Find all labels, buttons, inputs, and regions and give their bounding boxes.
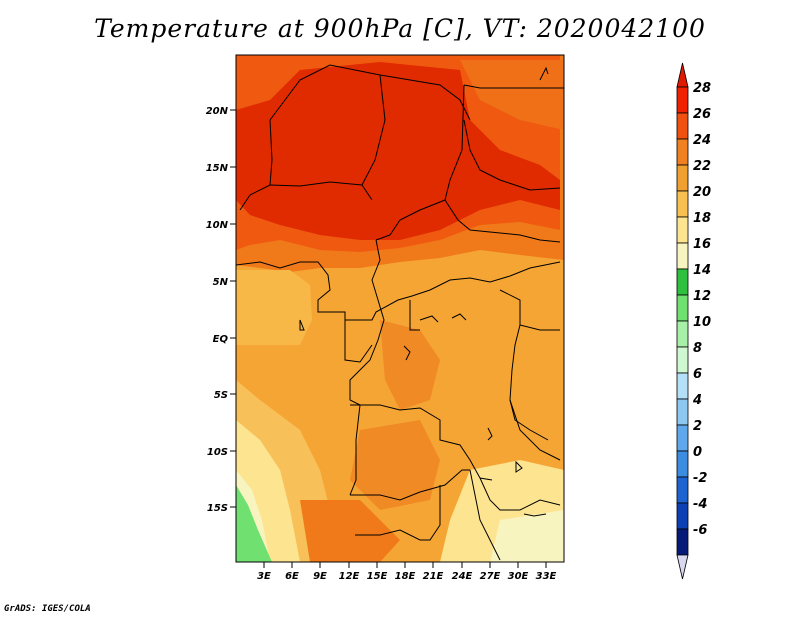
lat-label: 15S xyxy=(207,503,228,514)
colorbar-swatch xyxy=(676,528,689,556)
colorbar-label: 24 xyxy=(693,133,711,148)
lat-label: 5S xyxy=(214,390,228,401)
colorbar-label: 26 xyxy=(693,107,711,122)
lat-label: EQ xyxy=(213,334,229,345)
lat-label: 20N xyxy=(206,106,229,117)
lon-label: 18E xyxy=(395,571,416,582)
lat-label: 15N xyxy=(206,163,229,174)
lon-label: 12E xyxy=(339,571,360,582)
colorbar-label: 0 xyxy=(693,445,702,460)
lon-label: 27E xyxy=(480,571,501,582)
lat-label: 5N xyxy=(213,277,229,288)
colorbar-top-arrow xyxy=(676,62,689,88)
colorbar-swatch xyxy=(676,502,689,530)
lat-axis: 20N 15N 10N 5N EQ 5S 10S 15S xyxy=(206,106,236,514)
map-frame xyxy=(235,54,565,563)
colorbar-swatch xyxy=(676,294,689,322)
colorbar-bottom-arrow xyxy=(676,554,689,580)
temperature-field xyxy=(236,55,564,562)
colorbar-label: 12 xyxy=(693,289,711,304)
colorbar-label: 14 xyxy=(693,263,711,278)
colorbar-swatch xyxy=(676,450,689,478)
colorbar-swatch xyxy=(676,112,689,140)
colorbar-label: 20 xyxy=(693,185,711,200)
colorbar-label: -4 xyxy=(693,497,707,512)
lon-label: 6E xyxy=(285,571,299,582)
colorbar-label: 18 xyxy=(693,211,711,226)
colorbar-label: 2 xyxy=(693,419,702,434)
colorbar-swatch xyxy=(676,398,689,426)
lon-label: 9E xyxy=(313,571,327,582)
colorbar-swatch xyxy=(676,372,689,400)
lon-label: 3E xyxy=(257,571,271,582)
lon-label: 21E xyxy=(423,571,444,582)
lon-label: 24E xyxy=(452,571,473,582)
colorbar-swatch xyxy=(676,476,689,504)
colorbar-label: 28 xyxy=(693,81,711,96)
colorbar-label: 8 xyxy=(693,341,702,356)
colorbar-label: 10 xyxy=(693,315,711,330)
colorbar-swatch xyxy=(676,216,689,244)
colorbar-swatch xyxy=(676,346,689,374)
colorbar-swatch xyxy=(676,242,689,270)
colorbar-swatch xyxy=(676,190,689,218)
lat-label: 10N xyxy=(206,220,229,231)
colorbar-label: 22 xyxy=(693,159,711,174)
colorbar-label: -2 xyxy=(693,471,707,486)
lat-label: 10S xyxy=(207,447,228,458)
colorbar-swatch xyxy=(676,320,689,348)
country-borders xyxy=(236,64,564,561)
chart-title: Temperature at 900hPa [C], VT: 202004210… xyxy=(94,14,706,43)
lon-label: 30E xyxy=(508,571,529,582)
colorbar-swatch xyxy=(676,164,689,192)
colorbar-label: -6 xyxy=(693,523,707,538)
grads-credit: GrADS: IGES/COLA xyxy=(4,604,91,614)
colorbar-swatch xyxy=(676,138,689,166)
colorbar-swatch xyxy=(676,268,689,296)
lon-label: 15E xyxy=(367,571,388,582)
colorbar-label: 6 xyxy=(693,367,702,382)
lon-axis: 3E 6E 9E 12E 15E 18E 21E 24E 27E 30E 33E xyxy=(257,562,557,582)
colorbar-swatch xyxy=(676,424,689,452)
lon-label: 33E xyxy=(536,571,557,582)
colorbar-swatch xyxy=(676,86,689,114)
colorbar-label: 4 xyxy=(692,393,702,408)
colorbar-label: 16 xyxy=(693,237,711,252)
